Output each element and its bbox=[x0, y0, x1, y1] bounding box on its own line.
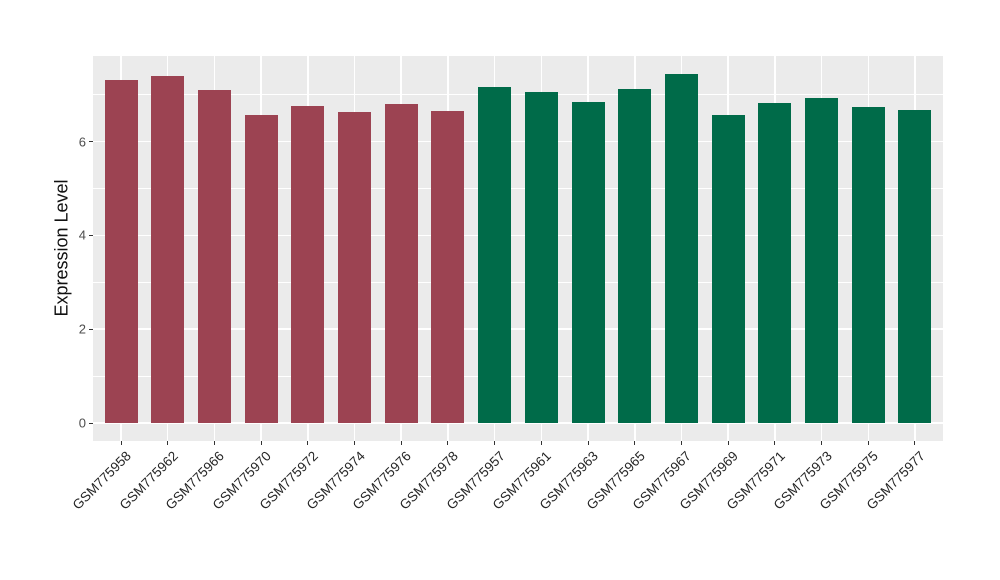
x-tick-mark bbox=[727, 441, 729, 445]
x-tick-mark bbox=[914, 441, 916, 445]
y-tick-mark bbox=[89, 422, 93, 424]
bar-GSM775961 bbox=[524, 91, 558, 423]
x-tick-mark bbox=[354, 441, 356, 445]
bar-GSM775958 bbox=[104, 79, 138, 423]
bar-GSM775970 bbox=[244, 114, 278, 423]
x-tick-mark bbox=[867, 441, 869, 445]
gridline-minor-h bbox=[93, 281, 943, 283]
x-tick-mark bbox=[680, 441, 682, 445]
bar-GSM775977 bbox=[898, 110, 932, 423]
x-tick-mark bbox=[821, 441, 823, 445]
y-tick-mark bbox=[89, 234, 93, 236]
x-tick-mark bbox=[540, 441, 542, 445]
x-tick-mark bbox=[400, 441, 402, 445]
y-axis-title: Expression Level bbox=[51, 179, 72, 317]
gridline-major-h bbox=[93, 234, 943, 237]
x-tick-mark bbox=[307, 441, 309, 445]
bar-GSM775976 bbox=[384, 104, 418, 423]
y-tick-label: 0 bbox=[78, 415, 86, 431]
gridline-minor-h bbox=[93, 375, 943, 377]
x-tick-mark bbox=[213, 441, 215, 445]
x-tick-mark bbox=[634, 441, 636, 445]
y-tick-label: 4 bbox=[78, 227, 86, 243]
y-tick-mark bbox=[89, 328, 93, 330]
x-tick-mark bbox=[774, 441, 776, 445]
bar-GSM775965 bbox=[618, 88, 652, 423]
x-tick-mark bbox=[120, 441, 122, 445]
bar-GSM775969 bbox=[711, 115, 745, 423]
bar-GSM775957 bbox=[478, 86, 512, 423]
x-tick-mark bbox=[587, 441, 589, 445]
gridline-major-h bbox=[93, 140, 943, 143]
x-tick-mark bbox=[167, 441, 169, 445]
y-tick-label: 2 bbox=[78, 321, 86, 337]
x-tick-mark bbox=[447, 441, 449, 445]
bar-GSM775978 bbox=[431, 110, 465, 423]
gridline-major-h bbox=[93, 328, 943, 330]
gridline-minor-h bbox=[93, 94, 943, 96]
bar-GSM775975 bbox=[851, 106, 885, 423]
bar-GSM775967 bbox=[664, 74, 698, 423]
bar-GSM775974 bbox=[338, 111, 372, 423]
bar-GSM775963 bbox=[571, 102, 605, 423]
bar-GSM775971 bbox=[758, 103, 792, 423]
bar-GSM775966 bbox=[197, 89, 231, 423]
x-tick-mark bbox=[260, 441, 262, 445]
y-tick-label: 6 bbox=[78, 134, 86, 150]
bar-GSM775973 bbox=[805, 97, 839, 423]
gridline-major-h bbox=[93, 422, 943, 424]
y-tick-mark bbox=[89, 141, 93, 143]
bar-GSM775972 bbox=[291, 105, 325, 423]
gridline-minor-h bbox=[93, 188, 943, 190]
plot-panel bbox=[93, 56, 943, 441]
bar-GSM775962 bbox=[151, 76, 185, 423]
x-tick-mark bbox=[494, 441, 496, 445]
